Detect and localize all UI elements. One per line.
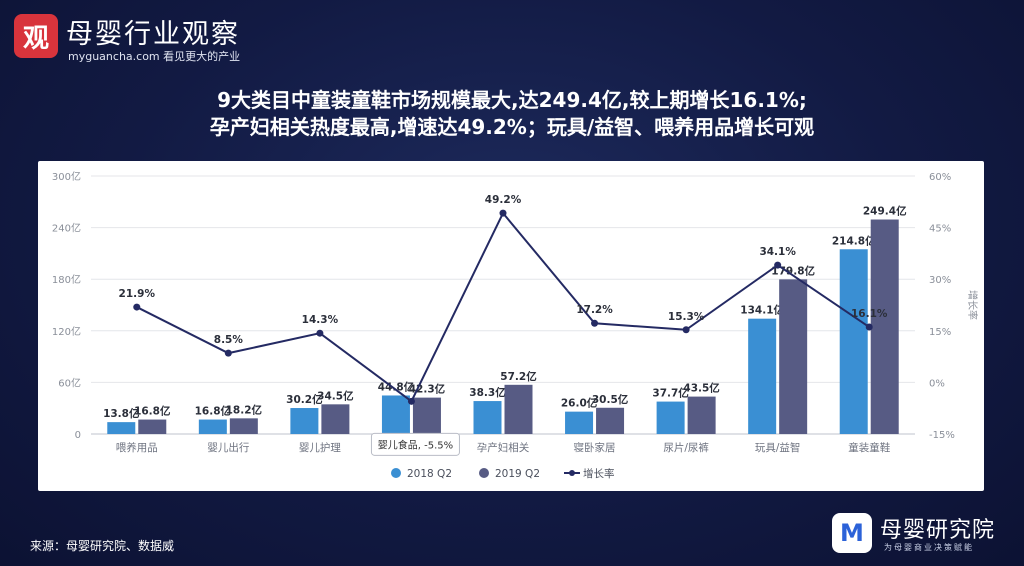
growth-rate-label: 21.9%	[119, 288, 156, 300]
growth-rate-label: 14.3%	[302, 314, 339, 326]
bar-data-label: 16.8亿	[134, 405, 171, 418]
legend-marker	[391, 468, 401, 478]
tooltip-text: 婴儿食品, -5.5%	[378, 438, 453, 451]
bar-2018q2	[107, 422, 136, 434]
bar-2019q2	[138, 419, 167, 434]
x-tick-label: 尿片/尿裤	[663, 441, 709, 454]
headline-line-2: 孕产妇相关热度最高,增速达49.2%；玩具/益智、喂养用品增长可观	[209, 115, 815, 139]
brand-slogan: 为母婴商业决策赋能	[884, 543, 974, 552]
legend-marker	[569, 470, 575, 476]
legend-label: 增长率	[583, 467, 615, 480]
bar-data-label: 16.8亿	[195, 405, 232, 418]
bar-data-label: 38.3亿	[469, 386, 506, 399]
bar-2019q2	[412, 397, 441, 434]
headline: 9大类目中童装童鞋市场规模最大,达249.4亿,较上期增长16.1%; 孕产妇相…	[0, 87, 1024, 141]
legend-marker	[479, 468, 489, 478]
chart-panel: 0 60亿 120亿 180亿 240亿 300亿 -15% 0% 15% 30% 45% 60% 增长…	[38, 161, 984, 491]
y-left-tick-label: 180亿	[52, 273, 81, 286]
bar-2019q2	[596, 407, 625, 434]
y-right-tick-label: 30%	[929, 275, 951, 286]
y-right-axis-title: 增长率	[966, 290, 979, 320]
x-tick-label: 婴儿出行	[207, 441, 249, 454]
bar-2018q2	[198, 419, 227, 434]
growth-rate-label: 16.1%	[851, 308, 888, 320]
growth-rate-label: 8.5%	[214, 334, 244, 346]
bar-2019q2	[779, 279, 808, 434]
bar-2018q2	[748, 318, 777, 434]
bar-2019q2	[321, 404, 350, 434]
bar-data-label: 34.5亿	[317, 389, 354, 402]
y-left-tick-label: 60亿	[58, 376, 81, 389]
bar-data-label: 37.7亿	[652, 387, 689, 400]
y-left-tick-label: 120亿	[52, 325, 81, 338]
brand-logo: M 母婴研究院 为母婴商业决策赋能	[832, 511, 1022, 559]
bar-2019q2	[687, 396, 716, 434]
legend-label: 2018 Q2	[407, 468, 452, 480]
y-right-tick-label: 0%	[929, 378, 945, 389]
bar-data-label: 249.4亿	[863, 205, 907, 218]
bar-data-label: 26.0亿	[561, 397, 598, 410]
growth-rate-point	[133, 303, 141, 311]
y-left-tick-label: 0	[75, 430, 81, 441]
growth-rate-label: 34.1%	[759, 246, 796, 258]
bar-2019q2	[504, 384, 533, 434]
y-left-tick-label: 240亿	[52, 222, 81, 235]
bar-2018q2	[473, 401, 502, 434]
legend-label: 2019 Q2	[495, 468, 540, 480]
bar-data-label: 43.5亿	[683, 382, 720, 395]
bar-data-label: 18.2亿	[226, 403, 263, 416]
source-note: 来源：母婴研究院、数据威	[30, 539, 175, 553]
logo-badge: 观	[14, 14, 58, 58]
bar-2018q2	[381, 395, 410, 434]
y-right-tick-label: 45%	[929, 224, 951, 235]
growth-rate-label: 49.2%	[485, 194, 522, 206]
x-tick-label: 童装童鞋	[848, 441, 890, 454]
bar-data-label: 214.8亿	[832, 234, 876, 247]
growth-rate-point	[224, 349, 232, 357]
bar-2018q2	[656, 401, 685, 434]
bar-2019q2	[870, 219, 899, 434]
bar-2019q2	[229, 418, 258, 434]
bar-data-label: 134.1亿	[740, 304, 784, 317]
y-left-tick-label: 300亿	[52, 170, 81, 183]
growth-rate-point	[591, 319, 599, 327]
x-tick-label: 喂养用品	[116, 441, 158, 454]
x-tick-label: 寝卧家居	[574, 441, 616, 454]
x-tick-label: 婴儿护理	[299, 441, 341, 454]
x-tick-label: 孕产妇相关	[477, 441, 530, 454]
growth-rate-point	[682, 326, 690, 334]
growth-rate-point	[774, 261, 782, 269]
logo-name: 母婴行业观察	[66, 19, 240, 50]
combo-chart: 0 60亿 120亿 180亿 240亿 300亿 -15% 0% 15% 30% 45% 60% 增长…	[52, 170, 979, 480]
bar-2018q2	[565, 411, 594, 434]
growth-rate-label: 17.2%	[576, 304, 613, 316]
y-right-tick-label: 60%	[929, 172, 951, 183]
x-tick-label: 玩具/益智	[755, 441, 801, 454]
bar-data-label: 30.2亿	[286, 393, 323, 406]
bar-data-label: 30.5亿	[592, 393, 629, 406]
logo-url: myguancha.com 看见更大的产业	[68, 50, 241, 63]
growth-rate-point	[499, 209, 507, 217]
growth-rate-point	[407, 397, 415, 405]
tooltip-box	[370, 432, 460, 456]
growth-rate-point	[316, 329, 324, 337]
growth-rate-label: 15.3%	[668, 311, 705, 323]
bar-data-label: 13.8亿	[103, 407, 140, 420]
headline-line-1: 9大类目中童装童鞋市场规模最大,达249.4亿,较上期增长16.1%;	[217, 88, 807, 112]
growth-rate-point	[865, 323, 873, 331]
bar-2018q2	[839, 249, 868, 434]
bar-data-label: 57.2亿	[500, 370, 537, 383]
logo: 观 母婴行业观察 myguancha.com 看见更大的产业	[14, 12, 274, 63]
y-right-tick-label: 15%	[929, 327, 951, 338]
brand-name: 母婴研究院	[880, 518, 996, 543]
brand-badge: M	[832, 513, 872, 553]
bar-2018q2	[290, 408, 319, 434]
y-right-tick-label: -15%	[929, 430, 955, 441]
